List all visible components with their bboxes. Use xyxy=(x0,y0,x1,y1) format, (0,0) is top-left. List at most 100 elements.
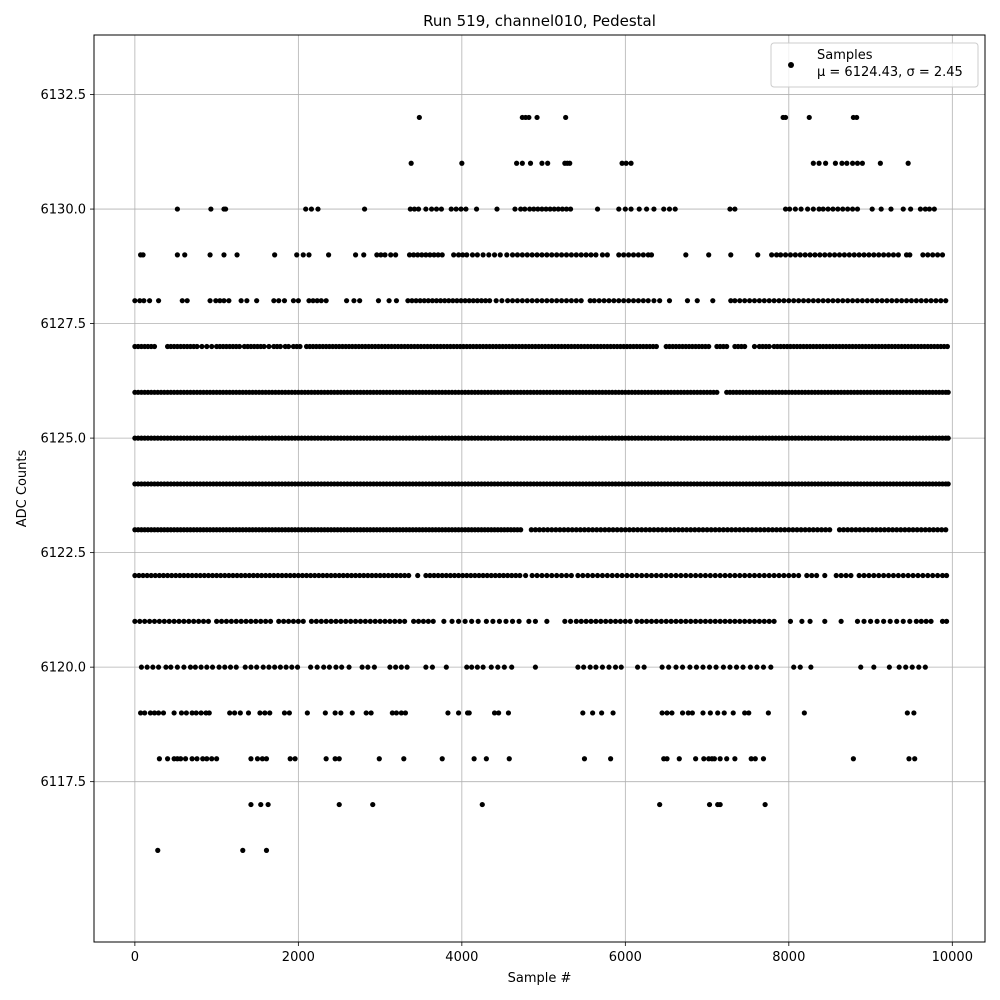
data-point xyxy=(152,572,158,579)
data-point xyxy=(473,206,480,212)
data-point xyxy=(943,618,950,624)
data-point xyxy=(132,572,138,579)
data-point xyxy=(857,527,863,533)
data-point xyxy=(742,618,748,624)
data-point xyxy=(831,252,838,258)
data-point xyxy=(616,206,622,212)
data-point xyxy=(740,664,746,670)
data-point xyxy=(522,206,528,212)
data-point xyxy=(651,206,657,212)
data-point xyxy=(258,572,265,579)
data-point xyxy=(818,527,825,533)
legend: Samples μ = 6124.43, σ = 2.45 xyxy=(770,42,979,88)
data-point xyxy=(913,618,919,624)
data-point xyxy=(458,206,464,212)
data-point xyxy=(328,572,334,579)
data-point xyxy=(382,252,388,258)
data-point xyxy=(573,618,579,624)
data-point xyxy=(630,527,637,533)
data-point xyxy=(713,664,719,670)
data-point xyxy=(425,618,431,624)
data-point xyxy=(771,618,777,624)
data-point xyxy=(233,618,239,624)
data-point xyxy=(614,527,620,533)
data-point xyxy=(791,572,797,579)
data-point xyxy=(746,572,753,579)
data-point xyxy=(858,664,864,670)
data-point xyxy=(724,756,730,762)
data-point xyxy=(313,618,319,624)
data-point xyxy=(272,252,278,258)
data-point xyxy=(727,572,733,579)
data-point xyxy=(769,252,775,258)
data-point xyxy=(934,252,941,258)
data-point xyxy=(357,618,364,624)
data-point xyxy=(174,252,180,258)
data-point xyxy=(673,664,679,670)
data-point xyxy=(263,618,269,624)
data-point xyxy=(300,252,306,258)
data-point xyxy=(213,298,219,304)
data-point xyxy=(289,664,295,670)
data-point xyxy=(312,572,318,579)
data-point xyxy=(199,343,205,350)
data-point xyxy=(861,252,867,258)
data-point xyxy=(645,298,651,304)
data-point xyxy=(226,572,232,579)
data-point xyxy=(807,252,813,258)
data-point xyxy=(176,618,182,624)
data-point xyxy=(141,298,147,304)
data-point xyxy=(933,298,939,304)
data-point xyxy=(908,206,914,212)
data-point xyxy=(906,527,912,533)
data-point xyxy=(733,664,740,670)
data-point xyxy=(474,298,480,304)
data-point xyxy=(648,252,655,258)
data-point xyxy=(890,527,896,533)
data-point xyxy=(827,527,833,533)
data-point xyxy=(398,664,404,670)
data-point xyxy=(643,618,650,624)
data-point xyxy=(286,710,292,716)
data-point xyxy=(610,710,616,716)
data-point xyxy=(881,572,887,579)
data-point xyxy=(867,618,874,624)
data-point xyxy=(496,572,503,579)
data-point xyxy=(322,710,328,716)
data-point xyxy=(466,710,472,716)
data-point xyxy=(712,527,718,533)
data-point xyxy=(943,572,950,579)
data-point xyxy=(590,572,596,579)
data-point xyxy=(427,572,433,579)
data-point xyxy=(898,527,904,533)
data-point xyxy=(659,527,665,533)
data-point xyxy=(164,756,171,762)
data-point xyxy=(721,710,727,716)
data-point xyxy=(411,252,417,258)
data-point xyxy=(425,298,431,304)
data-point xyxy=(791,664,797,670)
data-point xyxy=(156,618,162,624)
data-point xyxy=(917,206,924,212)
data-point xyxy=(569,527,575,533)
data-point xyxy=(616,252,622,258)
data-point xyxy=(438,206,445,212)
data-point xyxy=(389,710,395,716)
data-point xyxy=(367,618,373,624)
data-point xyxy=(585,527,592,533)
data-point xyxy=(849,206,856,212)
data-point xyxy=(198,710,204,716)
data-point xyxy=(635,252,642,258)
data-point xyxy=(549,572,555,579)
data-point xyxy=(794,527,800,533)
data-point xyxy=(365,664,371,670)
data-point xyxy=(140,252,146,258)
data-point xyxy=(430,618,436,624)
data-point xyxy=(792,206,798,212)
data-point xyxy=(193,710,199,716)
data-point xyxy=(732,298,738,304)
data-point xyxy=(539,572,545,579)
data-point xyxy=(773,527,780,533)
data-point xyxy=(207,252,213,258)
data-point xyxy=(717,801,723,808)
